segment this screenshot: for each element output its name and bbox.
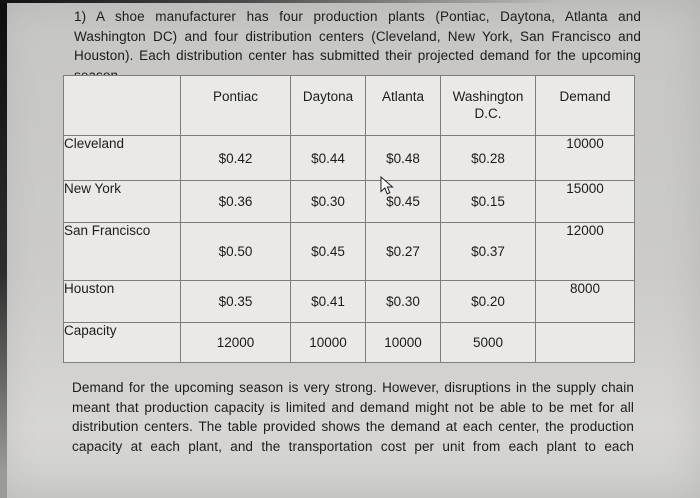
- table-row-cleveland: Cleveland $0.42 $0.44 $0.48 $0.28 10000: [63, 135, 635, 181]
- row-label: Capacity: [63, 322, 181, 363]
- column-header-atlanta: Atlanta: [365, 75, 441, 136]
- demand-cell: 12000: [535, 222, 635, 281]
- cost-cell: $0.45: [365, 180, 441, 223]
- capacity-cell: [535, 322, 635, 363]
- intro-paragraph: 1) A shoe manufacturer has four producti…: [74, 9, 641, 83]
- cost-cell: $0.45: [290, 222, 366, 281]
- cost-cell: $0.48: [365, 135, 441, 181]
- capacity-cell: 12000: [180, 322, 291, 363]
- table-row-new-york: New York $0.36 $0.30 $0.45 $0.15 15000: [63, 180, 635, 223]
- column-header-blank: [63, 75, 181, 136]
- outro-paragraph: Demand for the upcoming season is very s…: [72, 380, 634, 454]
- row-label: San Francisco: [63, 222, 181, 281]
- cost-cell: $0.42: [180, 135, 291, 181]
- cost-cell: $0.30: [290, 180, 366, 223]
- capacity-cell: 10000: [290, 322, 366, 363]
- column-header-daytona: Daytona: [290, 75, 366, 136]
- capacity-cell: 10000: [365, 322, 441, 363]
- header-row: Pontiac Daytona Atlanta Washington D.C. …: [63, 75, 635, 136]
- row-label: Houston: [63, 280, 181, 323]
- demand-cell: 10000: [535, 135, 635, 181]
- column-header-washington-dc: Washington D.C.: [440, 75, 536, 136]
- cost-cell: $0.35: [180, 280, 291, 323]
- cost-cell: $0.44: [290, 135, 366, 181]
- cost-cell: $0.36: [180, 180, 291, 223]
- row-label: New York: [63, 180, 181, 223]
- cost-cell: $0.37: [440, 222, 536, 281]
- cost-cell: $0.30: [365, 280, 441, 323]
- transportation-cost-table: Pontiac Daytona Atlanta Washington D.C. …: [63, 75, 635, 363]
- cost-cell: $0.41: [290, 280, 366, 323]
- row-label: Cleveland: [63, 135, 181, 181]
- column-header-pontiac: Pontiac: [180, 75, 291, 136]
- table-row-san-francisco: San Francisco $0.50 $0.45 $0.27 $0.37 12…: [63, 222, 635, 281]
- demand-cell: 8000: [535, 280, 635, 323]
- table-row-houston: Houston $0.35 $0.41 $0.30 $0.20 8000: [63, 280, 635, 323]
- photo-left-edge: [0, 0, 7, 498]
- cost-cell: $0.50: [180, 222, 291, 281]
- column-header-demand: Demand: [535, 75, 635, 136]
- demand-cell: 15000: [535, 180, 635, 223]
- cost-cell: $0.28: [440, 135, 536, 181]
- cost-cell: $0.27: [365, 222, 441, 281]
- photo-top-edge: [0, 0, 700, 3]
- cost-cell: $0.20: [440, 280, 536, 323]
- table-row-capacity: Capacity 12000 10000 10000 5000: [63, 322, 635, 363]
- capacity-cell: 5000: [440, 322, 536, 363]
- cost-cell: $0.15: [440, 180, 536, 223]
